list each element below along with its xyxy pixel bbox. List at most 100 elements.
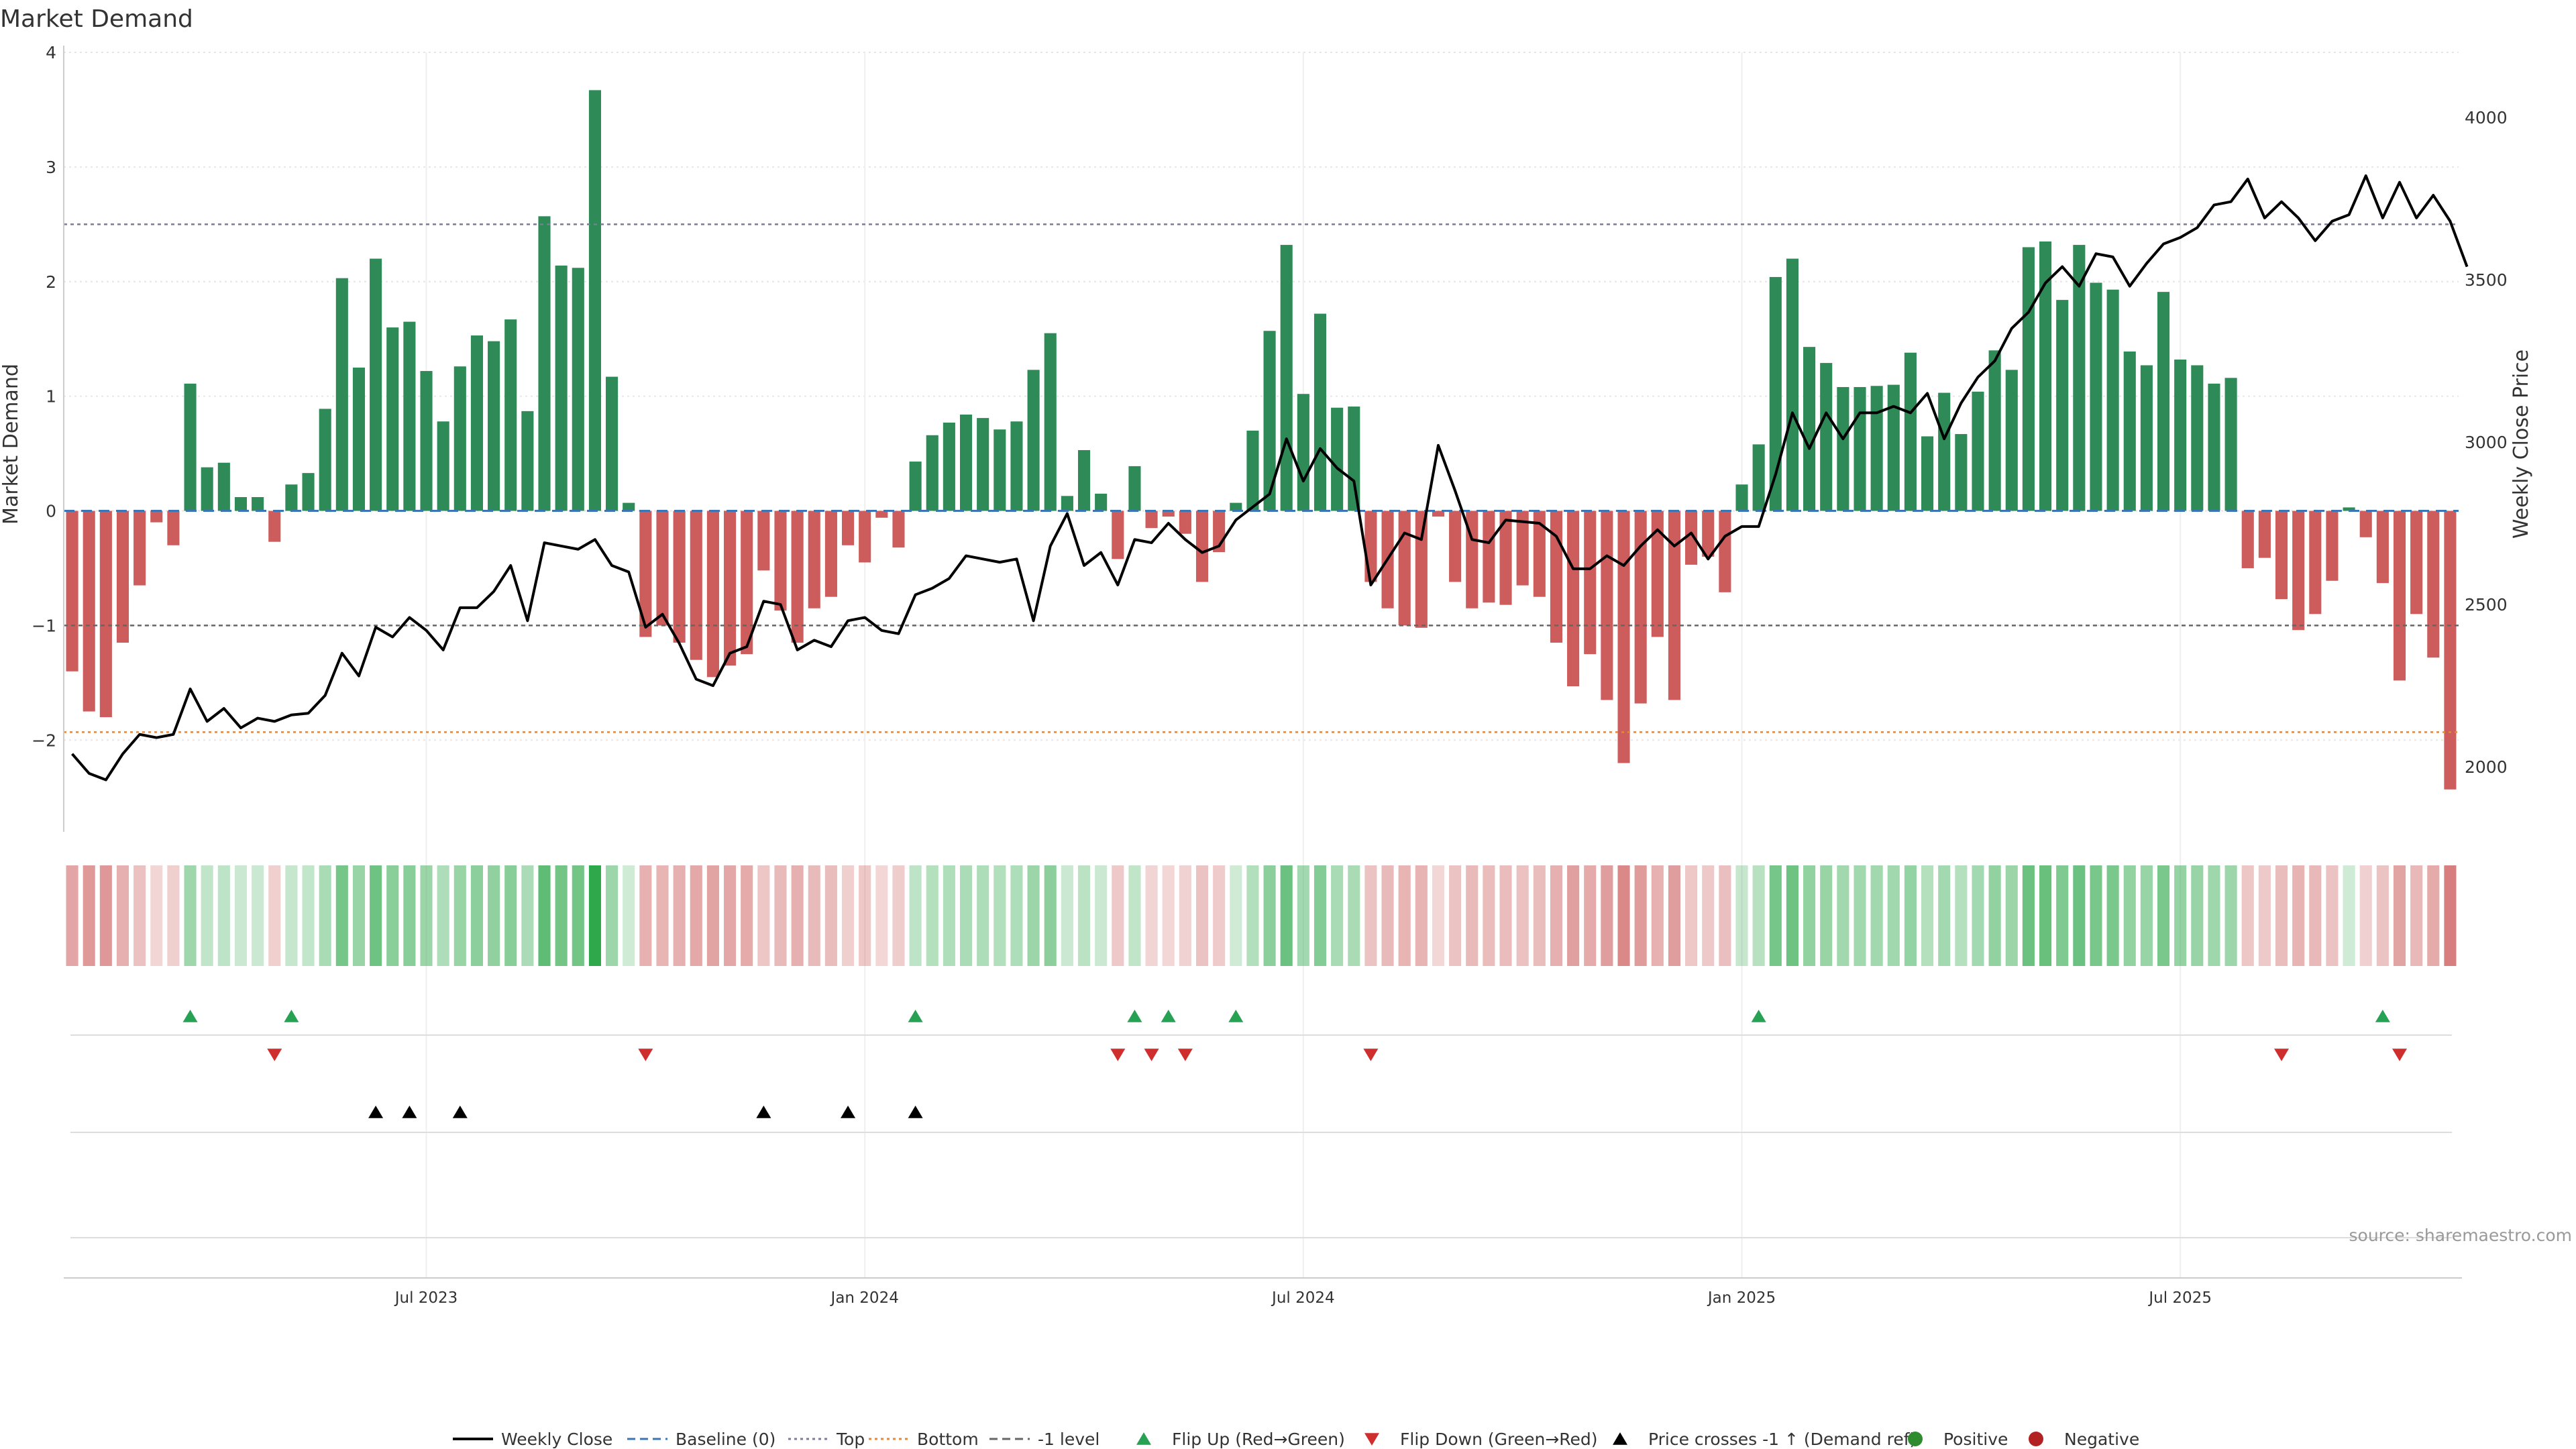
- demand-bar: [1466, 511, 1479, 608]
- demand-bar: [1331, 407, 1344, 511]
- heat-cell: [252, 865, 264, 966]
- demand-bar: [83, 511, 95, 712]
- heat-cell: [1499, 865, 1512, 966]
- demand-bar: [370, 258, 382, 511]
- heat-cell: [909, 865, 922, 966]
- y-tick-label: 1: [46, 387, 56, 407]
- demand-bar: [1499, 511, 1512, 605]
- heat-cell: [99, 865, 112, 966]
- legend: Weekly Close Baseline (0) Top Bottom -1 leve…: [453, 1430, 2139, 1449]
- demand-bar: [588, 90, 601, 511]
- heat-cell: [1095, 865, 1108, 966]
- heat-cell: [2174, 865, 2187, 966]
- heat-cell: [2241, 865, 2254, 966]
- heat-cell: [352, 865, 366, 966]
- demand-bar: [1195, 511, 1209, 582]
- heat-cell: [1027, 865, 1040, 966]
- flip-down-marker: [1144, 1049, 1159, 1061]
- demand-bar: [2393, 511, 2406, 681]
- heat-cell: [1313, 865, 1327, 966]
- demand-bar: [2444, 511, 2457, 790]
- heat-cell: [2090, 865, 2102, 966]
- heat-cell: [1432, 865, 1445, 966]
- flip-up-marker: [1228, 1010, 1244, 1022]
- demand-bar: [1904, 352, 1917, 511]
- heat-cell: [1364, 865, 1377, 966]
- demand-bar: [1837, 386, 1849, 511]
- heat-cell: [1685, 865, 1698, 966]
- heat-cell: [1786, 865, 1799, 966]
- heat-cell: [1449, 865, 1462, 966]
- x-tick-label: Jul 2024: [1271, 1289, 1335, 1307]
- heat-cell: [217, 865, 230, 966]
- demand-bar: [1432, 511, 1445, 517]
- demand-bar: [2174, 359, 2187, 511]
- demand-bar: [420, 371, 433, 511]
- demand-bar: [319, 409, 331, 511]
- heat-cell: [774, 865, 787, 966]
- heat-cell: [673, 865, 686, 966]
- legend-item: Flip Down (Green→Red): [1364, 1430, 1598, 1449]
- heat-cell: [1061, 865, 1073, 966]
- heat-cell: [116, 865, 129, 966]
- legend-item: Price crosses -1 ↑ (Demand ref): [1613, 1430, 1916, 1449]
- demand-bar: [1483, 511, 1495, 603]
- demand-bar: [1398, 511, 1411, 626]
- flip-down-marker: [1110, 1049, 1126, 1061]
- legend-label: Top: [836, 1430, 865, 1449]
- heat-cell: [1331, 865, 1344, 966]
- demand-bar: [2241, 511, 2254, 568]
- heat-cell: [690, 865, 702, 966]
- demand-bar: [690, 511, 702, 660]
- heat-cell: [1820, 865, 1833, 966]
- demand-bar: [1702, 511, 1715, 557]
- heat-cell: [875, 865, 888, 966]
- weekly-close-line: [71, 174, 2469, 782]
- flip-up-marker: [1127, 1010, 1142, 1022]
- demand-bar: [1921, 436, 1934, 511]
- y2-axis-label: Weekly Close Price: [2510, 350, 2533, 539]
- heat-cell: [1854, 865, 1866, 966]
- y2-tick-label: 2000: [2465, 757, 2508, 777]
- demand-bar: [1449, 511, 1462, 582]
- demand-bar: [724, 511, 737, 666]
- demand-bar: [1230, 502, 1242, 511]
- heat-cell: [1567, 865, 1580, 966]
- demand-bar: [1128, 466, 1141, 511]
- demand-bar: [521, 411, 534, 511]
- heat-cell: [1263, 865, 1276, 966]
- demand-bar: [959, 414, 973, 511]
- heat-cell: [66, 865, 78, 966]
- heat-cell: [2106, 865, 2119, 966]
- heat-cell: [521, 865, 534, 966]
- heat-cell: [926, 865, 938, 966]
- price-cross-marker: [756, 1106, 771, 1118]
- flip-down-marker: [2274, 1049, 2290, 1061]
- heat-cell: [1179, 865, 1191, 966]
- demand-bar: [1752, 444, 1765, 511]
- legend-item: Bottom: [869, 1430, 979, 1449]
- heat-cell: [2275, 865, 2288, 966]
- heat-cell: [606, 865, 619, 966]
- demand-bar: [1972, 391, 1984, 511]
- flip-up-marker: [182, 1010, 198, 1022]
- heat-cell: [994, 865, 1006, 966]
- legend-item: Positive: [1908, 1430, 2008, 1449]
- heat-cell: [403, 865, 416, 966]
- demand-bar: [386, 327, 399, 511]
- y2-tick-label: 2500: [2465, 595, 2508, 614]
- legend-label: Flip Down (Green→Red): [1400, 1430, 1598, 1449]
- heat-cell: [1297, 865, 1309, 966]
- heat-cell: [1634, 865, 1647, 966]
- demand-bar: [1854, 386, 1866, 511]
- flip-down-marker: [1363, 1049, 1379, 1061]
- heat-cell: [1077, 865, 1091, 966]
- demand-bar: [1246, 430, 1259, 511]
- demand-heat-strip: [66, 865, 2457, 966]
- heat-cell: [1972, 865, 1984, 966]
- demand-bar: [2224, 378, 2237, 511]
- heat-cell: [639, 865, 652, 966]
- y-axis-label: Market Demand: [0, 364, 23, 525]
- heat-cell: [150, 865, 163, 966]
